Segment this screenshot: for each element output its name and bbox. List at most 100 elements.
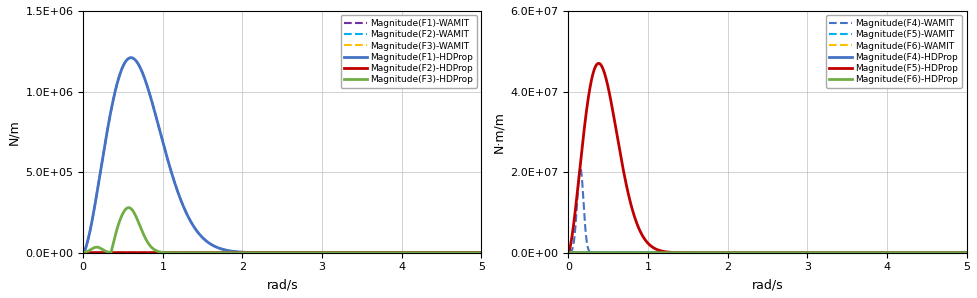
- X-axis label: rad/s: rad/s: [267, 278, 298, 291]
- Magnitude(F4)-HDProp: [715, 251, 727, 254]
- Magnitude(F6)-WAMIT: [563, 251, 574, 254]
- Magnitude(F3)-WAMIT: [230, 251, 241, 254]
- Magnitude(F1)-WAMIT: [404, 251, 416, 254]
- Magnitude(F1)-HDProp: [476, 251, 488, 254]
- Line: Magnitude(F5)-HDProp: Magnitude(F5)-HDProp: [569, 63, 966, 253]
- Magnitude(F5)-WAMIT: [563, 251, 574, 254]
- Magnitude(F2)-WAMIT: [149, 251, 161, 254]
- Magnitude(F2)-WAMIT: [404, 251, 416, 254]
- Magnitude(F3)-HDProp: [336, 251, 348, 254]
- Magnitude(F5)-HDProp: [593, 62, 605, 65]
- Magnitude(F2)-WAMIT: [336, 251, 348, 254]
- Magnitude(F4)-HDProp: [563, 251, 574, 254]
- Magnitude(F5)-HDProp: [715, 251, 727, 254]
- Magnitude(F2)-WAMIT: [317, 251, 328, 254]
- Magnitude(F2)-HDProp: [149, 251, 161, 254]
- Magnitude(F5)-HDProp: [801, 251, 813, 254]
- Magnitude(F5)-WAMIT: [635, 251, 647, 254]
- Magnitude(F4)-HDProp: [860, 251, 871, 254]
- Magnitude(F1)-WAMIT: [336, 251, 348, 254]
- Magnitude(F3)-HDProp: [476, 251, 488, 254]
- Magnitude(F4)-WAMIT: [801, 251, 813, 254]
- Magnitude(F2)-WAMIT: [374, 251, 386, 254]
- Magnitude(F3)-HDProp: [230, 251, 241, 254]
- Magnitude(F6)-HDProp: [960, 251, 972, 254]
- Magnitude(F4)-HDProp: [801, 251, 813, 254]
- Magnitude(F6)-HDProp: [635, 251, 647, 254]
- Magnitude(F2)-HDProp: [476, 251, 488, 254]
- Magnitude(F1)-HDProp: [230, 250, 241, 253]
- Magnitude(F3)-HDProp: [317, 251, 328, 254]
- Magnitude(F4)-WAMIT: [574, 166, 586, 170]
- X-axis label: rad/s: rad/s: [751, 278, 784, 291]
- Magnitude(F1)-HDProp: [125, 56, 137, 60]
- Magnitude(F1)-HDProp: [374, 251, 386, 254]
- Magnitude(F2)-HDProp: [374, 251, 386, 254]
- Magnitude(F2)-HDProp: [404, 251, 416, 254]
- Magnitude(F5)-WAMIT: [960, 251, 972, 254]
- Magnitude(F4)-WAMIT: [563, 251, 574, 254]
- Line: Magnitude(F1)-HDProp: Magnitude(F1)-HDProp: [83, 58, 482, 253]
- Magnitude(F6)-WAMIT: [715, 251, 727, 254]
- Magnitude(F2)-HDProp: [230, 251, 241, 254]
- Magnitude(F3)-WAMIT: [374, 251, 386, 254]
- Magnitude(F5)-WAMIT: [860, 251, 871, 254]
- Magnitude(F4)-WAMIT: [715, 251, 727, 254]
- Magnitude(F1)-HDProp: [336, 251, 348, 254]
- Magnitude(F1)-HDProp: [317, 251, 328, 254]
- Magnitude(F3)-HDProp: [149, 249, 161, 252]
- Magnitude(F4)-HDProp: [890, 251, 902, 254]
- Magnitude(F6)-HDProp: [890, 251, 902, 254]
- Magnitude(F5)-WAMIT: [801, 251, 813, 254]
- Magnitude(F3)-WAMIT: [149, 251, 161, 254]
- Magnitude(F6)-WAMIT: [890, 251, 902, 254]
- Legend: Magnitude(F1)-WAMIT, Magnitude(F2)-WAMIT, Magnitude(F3)-WAMIT, Magnitude(F1)-HDP: Magnitude(F1)-WAMIT, Magnitude(F2)-WAMIT…: [341, 15, 477, 88]
- Magnitude(F3)-WAMIT: [476, 251, 488, 254]
- Magnitude(F5)-WAMIT: [715, 251, 727, 254]
- Magnitude(F5)-HDProp: [635, 231, 647, 235]
- Magnitude(F5)-HDProp: [890, 251, 902, 254]
- Magnitude(F4)-WAMIT: [635, 251, 647, 254]
- Magnitude(F6)-WAMIT: [822, 251, 833, 254]
- Magnitude(F6)-WAMIT: [635, 251, 647, 254]
- Magnitude(F6)-WAMIT: [960, 251, 972, 254]
- Magnitude(F3)-WAMIT: [404, 251, 416, 254]
- Magnitude(F1)-HDProp: [404, 251, 416, 254]
- Magnitude(F5)-HDProp: [822, 251, 833, 254]
- Magnitude(F2)-WAMIT: [230, 251, 241, 254]
- Magnitude(F4)-WAMIT: [594, 251, 606, 254]
- Legend: Magnitude(F4)-WAMIT, Magnitude(F5)-WAMIT, Magnitude(F6)-WAMIT, Magnitude(F4)-HDP: Magnitude(F4)-WAMIT, Magnitude(F5)-WAMIT…: [826, 15, 962, 88]
- Magnitude(F2)-HDProp: [336, 251, 348, 254]
- Magnitude(F2)-HDProp: [77, 251, 89, 254]
- Magnitude(F5)-WAMIT: [822, 251, 833, 254]
- Magnitude(F6)-HDProp: [715, 251, 727, 254]
- Magnitude(F6)-HDProp: [801, 251, 813, 254]
- Magnitude(F5)-HDProp: [563, 251, 574, 254]
- Magnitude(F3)-HDProp: [123, 206, 135, 209]
- Magnitude(F6)-WAMIT: [801, 251, 813, 254]
- Magnitude(F3)-HDProp: [404, 251, 416, 254]
- Magnitude(F6)-WAMIT: [860, 251, 871, 254]
- Line: Magnitude(F4)-WAMIT: Magnitude(F4)-WAMIT: [569, 168, 966, 253]
- Magnitude(F3)-WAMIT: [77, 251, 89, 254]
- Magnitude(F1)-WAMIT: [476, 251, 488, 254]
- Magnitude(F5)-HDProp: [860, 251, 871, 254]
- Magnitude(F1)-WAMIT: [374, 251, 386, 254]
- Magnitude(F1)-WAMIT: [125, 56, 137, 60]
- Magnitude(F4)-WAMIT: [890, 251, 902, 254]
- Magnitude(F3)-HDProp: [77, 251, 89, 254]
- Magnitude(F1)-WAMIT: [149, 114, 161, 117]
- Y-axis label: N·m/m: N·m/m: [491, 111, 505, 153]
- Magnitude(F3)-WAMIT: [317, 251, 328, 254]
- Magnitude(F4)-HDProp: [635, 251, 647, 254]
- Magnitude(F4)-WAMIT: [822, 251, 833, 254]
- Magnitude(F4)-WAMIT: [860, 251, 871, 254]
- Magnitude(F6)-HDProp: [822, 251, 833, 254]
- Magnitude(F3)-WAMIT: [336, 251, 348, 254]
- Line: Magnitude(F1)-WAMIT: Magnitude(F1)-WAMIT: [83, 58, 482, 253]
- Magnitude(F4)-HDProp: [822, 251, 833, 254]
- Magnitude(F2)-WAMIT: [77, 251, 89, 254]
- Magnitude(F3)-HDProp: [374, 251, 386, 254]
- Magnitude(F6)-HDProp: [860, 251, 871, 254]
- Magnitude(F5)-HDProp: [960, 251, 972, 254]
